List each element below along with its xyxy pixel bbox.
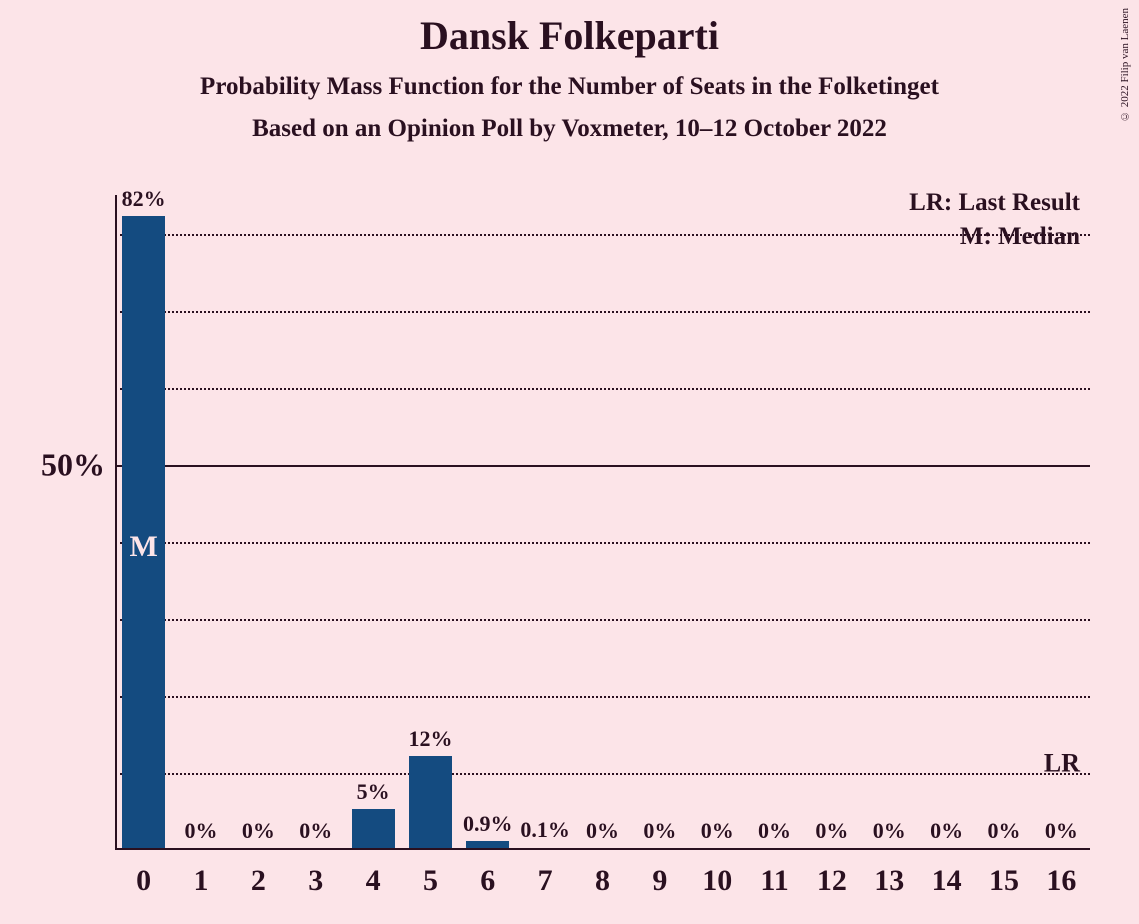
x-axis-tick: 10 <box>702 864 732 898</box>
x-axis-tick: 4 <box>366 864 381 898</box>
chart-title: Dansk Folkeparti <box>0 0 1139 59</box>
bar-value-label: 82% <box>122 186 166 212</box>
x-axis-tick: 5 <box>423 864 438 898</box>
x-axis-tick: 3 <box>308 864 323 898</box>
x-axis-tick: 9 <box>652 864 667 898</box>
bar-value-label: 12% <box>408 726 452 752</box>
bar-value-label: 0% <box>758 818 791 844</box>
bar-value-label: 0% <box>242 818 275 844</box>
chart-subtitle: Probability Mass Function for the Number… <box>0 73 1139 101</box>
x-axis-tick: 15 <box>989 864 1019 898</box>
bar-value-label: 0% <box>930 818 963 844</box>
chart-subtitle-2: Based on an Opinion Poll by Voxmeter, 10… <box>0 115 1139 143</box>
bar-value-label: 0% <box>185 818 218 844</box>
gridline <box>115 311 1090 313</box>
bar-value-label: 0% <box>873 818 906 844</box>
gridline <box>115 619 1090 621</box>
bar-value-label: 0.1% <box>520 817 570 843</box>
copyright-text: © 2022 Filip van Laenen <box>1119 8 1131 122</box>
gridline <box>115 465 1090 467</box>
x-axis-tick: 2 <box>251 864 266 898</box>
gridline <box>115 773 1090 775</box>
y-axis <box>115 195 117 850</box>
bar <box>466 841 509 848</box>
median-marker: M <box>130 530 158 564</box>
last-result-marker: LR <box>1044 749 1080 779</box>
gridline <box>115 696 1090 698</box>
chart-plot-area: 50%LR: Last ResultM: MedianLR82%0M0%10%2… <box>115 195 1090 850</box>
bar-value-label: 0% <box>643 818 676 844</box>
gridline <box>115 388 1090 390</box>
x-axis-tick: 16 <box>1046 864 1076 898</box>
x-axis-tick: 6 <box>480 864 495 898</box>
bar-value-label: 0% <box>299 818 332 844</box>
y-axis-label-50: 50% <box>25 446 105 483</box>
legend-median: M: Median <box>960 223 1080 251</box>
bar-value-label: 0% <box>987 818 1020 844</box>
bar-value-label: 0% <box>815 818 848 844</box>
x-axis-tick: 1 <box>194 864 209 898</box>
bar-value-label: 0% <box>701 818 734 844</box>
bar <box>352 809 395 848</box>
gridline <box>115 234 1090 236</box>
bar-value-label: 5% <box>357 779 390 805</box>
x-axis-tick: 14 <box>932 864 962 898</box>
bar-value-label: 0% <box>1045 818 1078 844</box>
gridline <box>115 542 1090 544</box>
bar-value-label: 0.9% <box>463 811 513 837</box>
x-axis-tick: 12 <box>817 864 847 898</box>
legend-last-result: LR: Last Result <box>909 189 1080 217</box>
x-axis <box>115 848 1090 850</box>
bar-value-label: 0% <box>586 818 619 844</box>
x-axis-tick: 0 <box>136 864 151 898</box>
x-axis-tick: 13 <box>874 864 904 898</box>
bar <box>409 756 452 848</box>
x-axis-tick: 8 <box>595 864 610 898</box>
x-axis-tick: 7 <box>538 864 553 898</box>
x-axis-tick: 11 <box>760 864 788 898</box>
